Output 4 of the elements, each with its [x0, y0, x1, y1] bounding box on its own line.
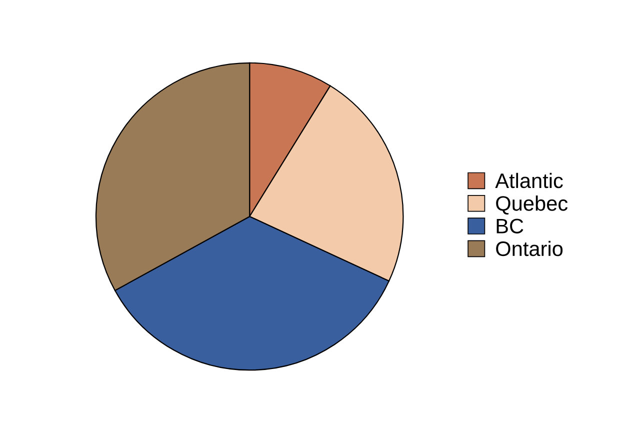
- legend-label: Atlantic: [495, 172, 563, 188]
- legend-label: BC: [496, 218, 524, 234]
- legend-label: Quebec: [496, 196, 568, 215]
- legend-label: Ontario: [496, 240, 563, 256]
